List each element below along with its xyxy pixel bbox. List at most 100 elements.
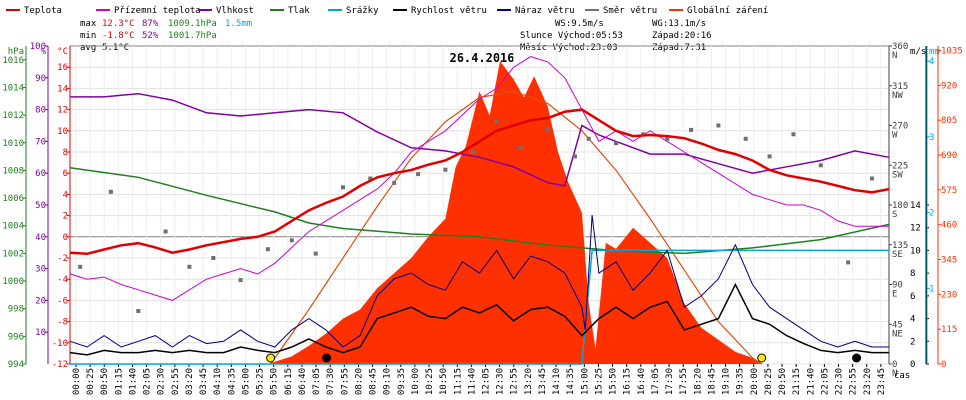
x-tick-label: 00:50 (100, 368, 110, 395)
x-tick-label: 22:55 (849, 368, 859, 395)
legend-label: Globální záření (687, 6, 768, 16)
axis-direction-label: SW (892, 170, 903, 180)
axis-tick-label: 80 (35, 106, 46, 116)
wind-direction-point (238, 278, 243, 283)
wind-direction-point (211, 256, 216, 260)
x-tick-label: 03:20 (185, 368, 195, 395)
series-wind-gust (69, 215, 889, 348)
wind-direction-point (846, 260, 851, 265)
axis-tick-label: 460 (941, 221, 957, 231)
axis-tick-label: 70 (35, 137, 46, 147)
legend-item: Tlak (270, 6, 310, 16)
axis-tick-label: 1 (929, 284, 934, 294)
axis-tick-label: 1000 (2, 277, 24, 287)
x-tick-label: 20:25 (764, 368, 774, 395)
axis-tick-label: 0 (892, 360, 897, 370)
axis-tick-label: 2 (910, 337, 915, 347)
axis-tick-label: 0 (941, 360, 946, 370)
info-sunset: Západ:20:16 (652, 31, 712, 41)
axis-tick-label: 180 (892, 201, 908, 211)
stats-block: max 12.3°C 87% 1009.1hPa 1.5mm min -1.8°… (80, 19, 252, 53)
series-rain (70, 249, 889, 365)
stat-min-humidity: 52% (142, 31, 159, 41)
axis-tick-label: 60 (35, 169, 46, 179)
x-tick-label: 14:10 (552, 368, 562, 395)
info-wind-speed: WS:9.5m/s (555, 19, 604, 29)
axis-tick-label: 45 (892, 320, 903, 330)
x-tick-label: 10:50 (439, 368, 449, 395)
stat-avg-label: avg (80, 43, 96, 53)
x-tick-label: 07:30 (326, 368, 336, 395)
axis-tick-label: 14 (57, 84, 68, 94)
axis-temperature: -12 -10 -8 -6 -4 -2 0 2 4 6 8 10 12 14 16 °C (52, 46, 71, 370)
x-axis: 00:00 00:25 00:50 01:15 01:40 02:05 02:30 02:55… (72, 364, 887, 395)
axis-tick-label: 14 (910, 201, 921, 211)
legend-item: Směr větru (585, 6, 657, 16)
axis-tick-label: 1035 (941, 47, 963, 57)
wind-direction-point (518, 145, 523, 150)
axis-tick-label: 1008 (2, 166, 24, 176)
x-tick-label: 07:05 (312, 368, 322, 395)
legend-label: Přízemní teplota (114, 6, 201, 16)
wind-direction-point (416, 172, 421, 177)
x-tick-label: 01:15 (114, 368, 124, 395)
x-tick-label: 13:45 (538, 368, 548, 395)
x-tick-label: 04:10 (213, 368, 223, 395)
x-tick-label: 10:25 (425, 368, 435, 395)
axis-tick-label: 10 (910, 246, 921, 256)
x-tick-label: 05:00 (241, 368, 251, 395)
axis-tick-label: 345 (941, 256, 957, 266)
axis-tick-label: 690 (941, 151, 957, 161)
wind-direction-point (108, 189, 113, 194)
axis-tick-label: 40 (35, 233, 46, 243)
axis-tick-label: 0 (63, 233, 68, 243)
axis-tick-label: 920 (941, 81, 957, 91)
axis-direction-label: W (892, 131, 898, 141)
wind-direction-point (313, 251, 318, 256)
axis-tick-label: 1010 (2, 139, 24, 149)
axis-rain: 1 2 3 4mm (926, 46, 940, 364)
axis-tick-label: 360 (892, 42, 908, 52)
x-tick-label: 11:40 (467, 368, 477, 395)
wind-direction-point (743, 136, 748, 141)
axis-tick-label: 230 (941, 290, 957, 300)
x-tick-label: 23:20 (863, 368, 873, 395)
axis-tick-label: 6 (910, 292, 915, 302)
axis-tick-label: 270 (892, 122, 908, 132)
axis-tick-label: 90 (892, 281, 903, 291)
axis-tick-label: 8 (63, 148, 68, 158)
axis-pressure: 994 996 998 1000 1002 1004 1006 1008 1010 1012 101… (2, 46, 27, 370)
legend: Teplota Přízemní teplota Vlhkost Tlak Srážky… (6, 6, 768, 16)
axis-tick-label: 1014 (2, 83, 24, 93)
axis-unit: m/s (910, 47, 926, 57)
axis-tick-label: 8 (910, 269, 915, 279)
x-tick-label: 22:05 (820, 368, 830, 395)
axis-direction-label: E (892, 290, 897, 300)
axis-tick-label: 994 (8, 360, 24, 370)
stat-max-rain: 1.5mm (225, 19, 252, 29)
x-tick-label: 21:15 (792, 368, 802, 395)
axis-tick-label: 135 (892, 241, 908, 251)
axis-tick-label: -2 (57, 254, 68, 264)
axis-solar: 0 115 230 345 460 575 690 805 920 1035 (937, 46, 963, 370)
wind-direction-point (545, 127, 550, 132)
x-tick-label: 02:55 (171, 368, 181, 395)
x-tick-label: 12:05 (482, 368, 492, 395)
x-tick-label: 00:25 (86, 368, 96, 395)
wind-direction-point (78, 264, 83, 269)
axis-unit: mm (929, 47, 940, 57)
x-tick-label: 09:10 (383, 368, 393, 395)
axis-tick-label: 1006 (2, 194, 24, 204)
axis-unit: hPa (8, 47, 24, 57)
axis-tick-label: -10 (52, 339, 68, 349)
axes: 9949969981000100210041006100810101012101… (2, 42, 962, 379)
info-wind-gust: WG:13.1m/s (652, 19, 706, 29)
axis-tick-label: 1012 (2, 111, 24, 121)
x-tick-label: 05:25 (256, 368, 266, 395)
x-tick-label: 12:30 (496, 368, 506, 395)
legend-item: Náraz větru (497, 6, 575, 16)
wind-direction-point (368, 176, 373, 181)
info-moonset: Západ:7:31 (652, 43, 706, 53)
stat-min-pressure: 1001.7hPa (168, 31, 217, 41)
